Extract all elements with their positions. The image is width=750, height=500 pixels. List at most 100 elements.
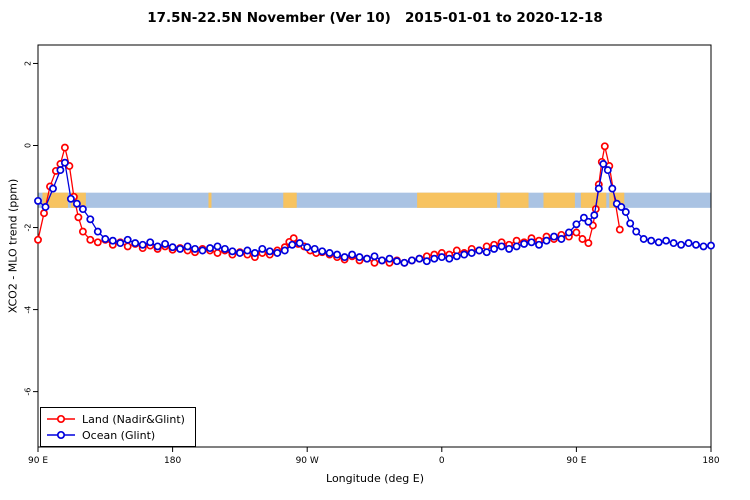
ocean-series-point: [490, 244, 499, 253]
map-band-land-patch: [417, 192, 498, 208]
ocean-series-point: [460, 250, 469, 259]
ocean-series-point: [168, 243, 177, 252]
ocean-series-point: [445, 254, 454, 263]
ocean-series-point: [452, 252, 461, 261]
ocean-series-point: [385, 254, 394, 263]
ocean-series-point: [101, 235, 110, 243]
ocean-series-point: [176, 244, 185, 253]
ocean-series-point: [86, 215, 95, 224]
y-tick-label: 2: [24, 61, 33, 66]
ocean-series-point: [138, 240, 147, 249]
land-series-point: [78, 227, 87, 236]
map-band-land-patch: [580, 192, 607, 208]
x-tick-label: 90 W: [296, 456, 319, 466]
x-tick-label: 180: [164, 456, 181, 466]
ocean-series-point: [310, 244, 319, 253]
ocean-series-point: [363, 254, 371, 263]
ocean-series-point: [542, 236, 551, 245]
ocean-series-point: [250, 249, 259, 257]
legend-label-ocean: Ocean (Glint): [82, 428, 156, 442]
ocean-series-point: [590, 211, 599, 220]
ocean-series-point: [355, 253, 364, 262]
land-series-point: [74, 213, 83, 222]
land-series-point: [615, 225, 624, 234]
land-series-sample-marker: [47, 414, 75, 424]
map-band-land-patch: [42, 192, 68, 208]
land-series-point: [600, 142, 609, 151]
ocean-series-point: [378, 256, 386, 265]
ocean-series-point: [639, 235, 648, 243]
ocean-series-point: [475, 246, 484, 255]
legend: Land (Nadir&Glint) Ocean (Glint): [40, 407, 196, 447]
ocean-series-point: [594, 184, 603, 193]
ocean-series-point: [557, 235, 566, 243]
ocean-series-point: [206, 244, 214, 253]
ocean-series-point: [626, 219, 635, 228]
ocean-series-point: [415, 254, 424, 263]
ocean-series-point: [34, 196, 42, 205]
ocean-series-point: [599, 160, 608, 168]
ocean-series-point: [400, 258, 409, 267]
ocean-series-point: [288, 240, 297, 249]
ocean-series-point: [333, 250, 342, 259]
ocean-series-point: [303, 243, 312, 252]
ocean-series-point: [430, 254, 439, 263]
land-series-point: [34, 235, 42, 244]
map-band-land-patch: [543, 192, 575, 208]
ocean-series-point: [699, 242, 708, 251]
ocean-series-point: [235, 249, 244, 257]
chart-title: 17.5N-22.5N November (Ver 10) 2015-01-01…: [147, 10, 603, 26]
ocean-series-point: [153, 242, 162, 251]
legend-label-land: Land (Nadir&Glint): [82, 412, 185, 426]
ocean-series-point: [512, 242, 521, 251]
ocean-series-point: [684, 239, 693, 248]
ocean-series-point: [621, 208, 630, 216]
x-tick-label: 0: [439, 456, 445, 466]
ocean-series-point: [608, 184, 617, 193]
ocean-series-point: [93, 227, 102, 236]
land-series-point: [40, 209, 48, 218]
ocean-series-point: [407, 256, 416, 265]
ocean-series-point: [550, 232, 558, 241]
ocean-series-point: [482, 248, 491, 257]
ocean-series-point: [49, 184, 57, 193]
ocean-series-point: [437, 253, 446, 262]
y-tick-label: -6: [24, 388, 33, 396]
y-tick-label: -4: [24, 306, 33, 314]
ocean-series-point: [392, 257, 401, 266]
ocean-series-point: [41, 203, 50, 211]
ocean-series-point: [348, 250, 357, 259]
ocean-series-point: [191, 244, 199, 253]
ocean-series-point: [213, 242, 222, 251]
ocean-series-point: [584, 217, 593, 226]
ocean-series-point: [632, 227, 641, 236]
ocean-series-point: [60, 158, 69, 167]
x-tick-label: 180: [702, 456, 719, 466]
land-series-point: [86, 235, 95, 244]
map-band-ocean: [38, 192, 711, 208]
ocean-series-point: [228, 247, 237, 256]
ocean-series-point: [669, 239, 678, 248]
ocean-series-point: [265, 247, 274, 256]
ocean-series-point: [677, 240, 686, 249]
land-series-point: [60, 143, 69, 152]
ocean-series-point: [183, 242, 192, 251]
ocean-series-point: [692, 240, 700, 249]
ocean-series-point: [131, 239, 140, 248]
map-band-land-patch: [208, 192, 212, 208]
ocean-series-point: [220, 244, 229, 253]
ocean-series-point: [72, 199, 81, 208]
x-tick-label: 90 E: [566, 456, 586, 466]
land-series-point: [289, 234, 298, 243]
ocean-series-point: [258, 244, 267, 253]
ocean-series-point: [662, 236, 671, 245]
ocean-series-point: [617, 203, 626, 211]
ocean-series-point: [370, 252, 379, 261]
land-series-point: [572, 228, 581, 237]
ocean-series-point: [243, 246, 252, 255]
ocean-series-point: [467, 249, 476, 257]
ocean-series-point: [325, 249, 334, 257]
ocean-series-point: [564, 228, 573, 237]
y-tick-label: 0: [24, 143, 33, 148]
